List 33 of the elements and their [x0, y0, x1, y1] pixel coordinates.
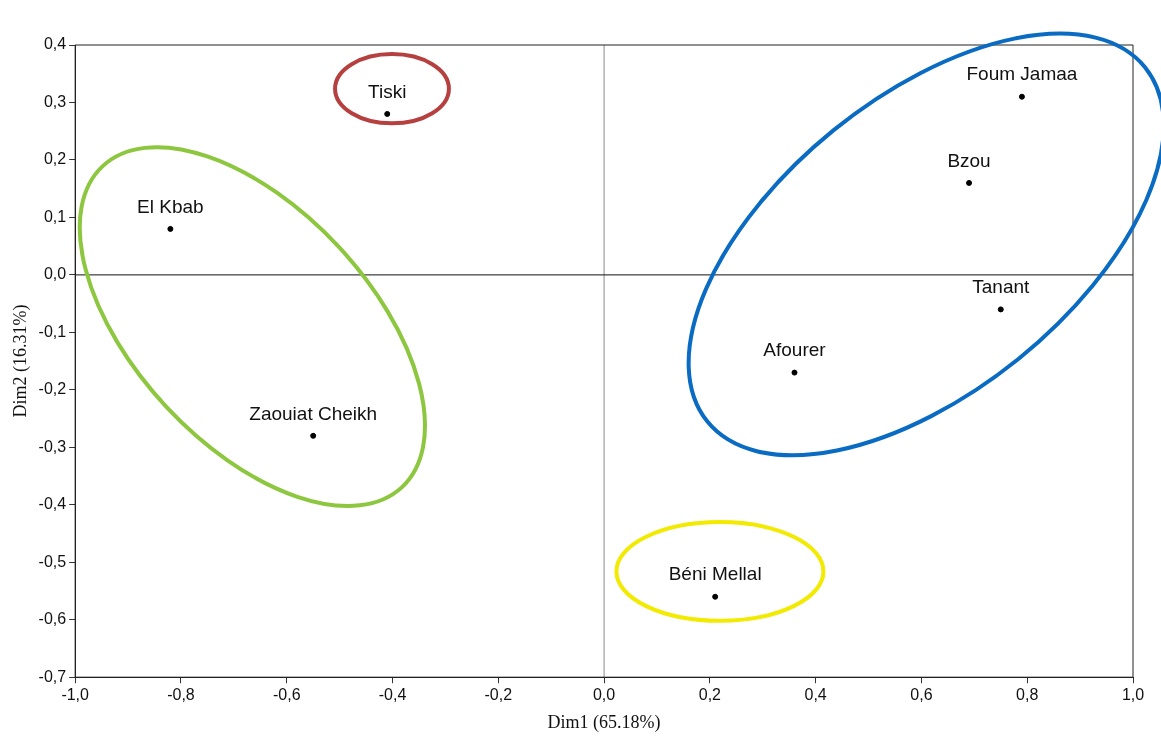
x-axis-title: Dim1 (65.18%) — [547, 711, 661, 733]
annotation: Zaouiat Cheikh — [249, 402, 378, 424]
annotation: Bzou — [947, 149, 991, 171]
x-tick-label: 0,2 — [698, 686, 722, 704]
y-tick-label: -0,6 — [38, 610, 67, 628]
annotation: Tiski — [368, 80, 407, 102]
y-tick-label: 0,4 — [43, 35, 67, 53]
y-tick-label: 0,0 — [43, 265, 67, 283]
y-tick-label: -0,3 — [38, 437, 67, 455]
annotation: Afourer — [763, 339, 827, 361]
x-tick-label: -1,0 — [61, 686, 90, 704]
y-axis-title: Dim2 (16.31%) — [9, 304, 31, 418]
annotation: Tanant — [972, 276, 1031, 298]
y-tick-label: -0,7 — [38, 667, 67, 685]
x-tick-label: -0,6 — [272, 686, 301, 704]
y-tick-label: 0,2 — [43, 150, 67, 168]
annotation: Foum Jamaa — [966, 63, 1078, 85]
y-tick-label: -0,5 — [38, 552, 67, 570]
y-tick-label: -0,2 — [38, 380, 67, 398]
y-tick-label: 0,1 — [43, 207, 67, 225]
y-tick-label: -0,4 — [38, 495, 67, 513]
x-tick-label: 0,0 — [592, 686, 616, 704]
annotation: Béni Mellal — [668, 563, 762, 585]
x-tick-label: 0,4 — [804, 686, 827, 704]
x-tick-label: -0,2 — [484, 686, 513, 704]
x-tick-label: 0,8 — [1016, 686, 1039, 704]
x-tick-label: -0,4 — [378, 686, 407, 704]
y-tick-label: 0,3 — [43, 92, 67, 110]
x-tick-label: 0,6 — [910, 686, 933, 704]
x-tick-label: -0,8 — [167, 686, 195, 704]
y-tick-label: -0,1 — [38, 322, 67, 340]
annotation: El Kbab — [137, 195, 204, 217]
x-tick-label: 1,0 — [1121, 686, 1145, 704]
